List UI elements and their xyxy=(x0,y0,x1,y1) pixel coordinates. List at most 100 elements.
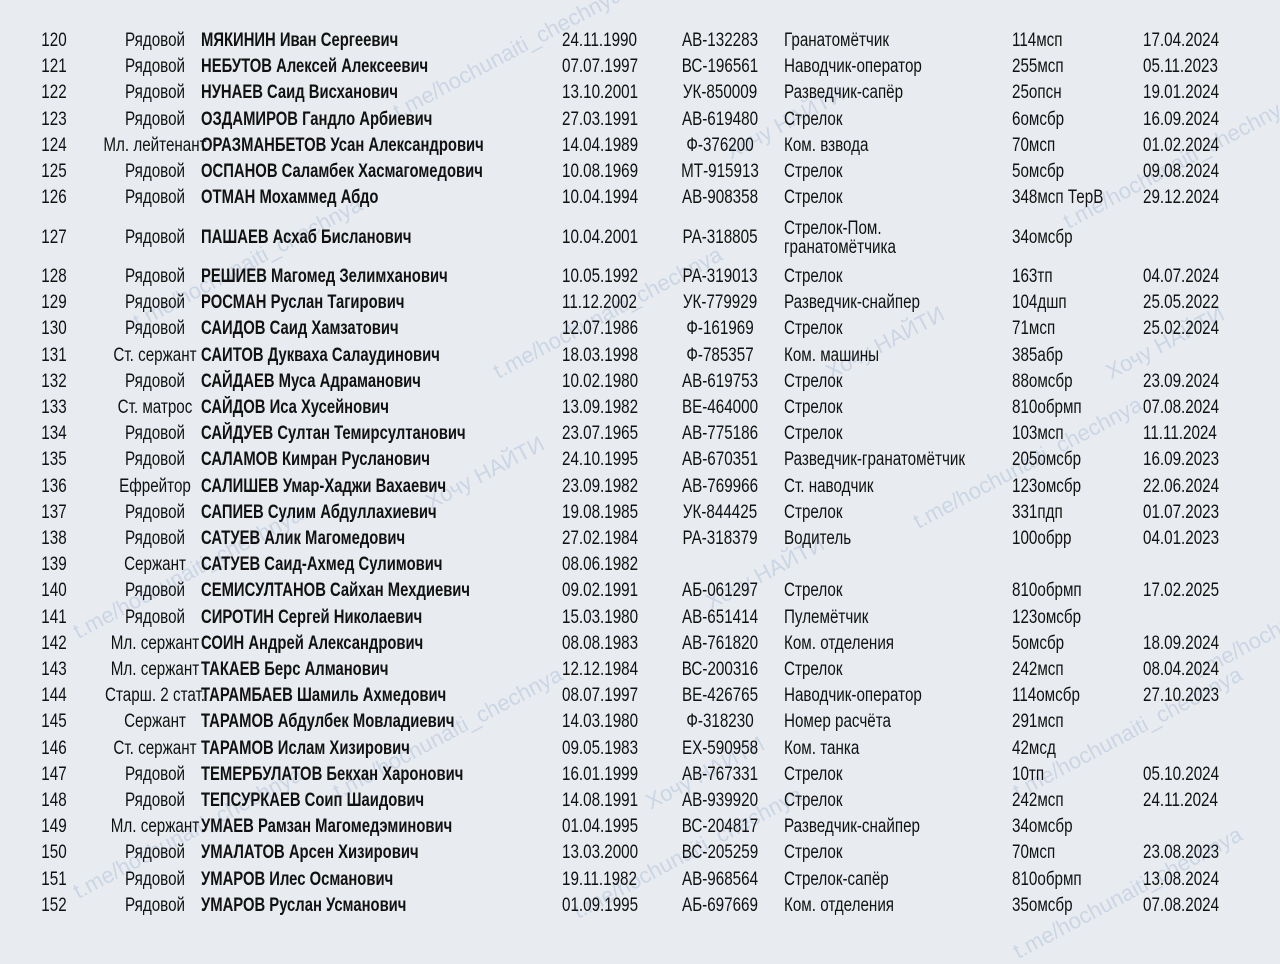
row-number: 138 xyxy=(41,528,67,549)
document-number-cell: ВС-200316 xyxy=(681,659,759,680)
birth-date-cell: 01.04.1995 xyxy=(562,816,639,838)
document-number-cell: АБ-061297 xyxy=(682,580,758,602)
row-number: 152 xyxy=(41,894,67,916)
document-number-cell: ВЕ-464000 xyxy=(681,397,759,418)
unit-cell: 810обрмп xyxy=(1012,580,1082,602)
position-cell: Стрелок xyxy=(784,370,843,392)
position-cell: Стрелок xyxy=(784,318,843,340)
position-cell: Водитель xyxy=(784,528,852,549)
document-number-cell: АВ-968564 xyxy=(681,868,759,890)
table-row: 128 Рядовой РЕШИЕВ Магомед Зелимханович 10.… xyxy=(0,264,1280,290)
unit-cell: 114омсбр xyxy=(1012,685,1080,707)
rank-cell: Рядовой xyxy=(124,580,186,602)
date-cell: 24.11.2024 xyxy=(1143,790,1218,811)
date-cell: 01.02.2024 xyxy=(1143,134,1220,156)
full-name-cell: САПИЕВ Сулим Абдуллахиевич xyxy=(201,501,437,523)
table-row: 131 Ст. сержант САИТОВ Дукваха Салаудинови… xyxy=(0,343,1280,369)
position-cell: Стрелок xyxy=(784,790,843,811)
table-row: 145 Сержант ТАРАМОВ Абдулбек Мовладиевич 14… xyxy=(0,709,1280,735)
document-number-cell: АВ-767331 xyxy=(681,763,759,785)
date-cell: 27.10.2023 xyxy=(1143,685,1220,707)
rank-cell: Рядовой xyxy=(124,56,186,78)
position-cell: Стрелок xyxy=(784,580,843,602)
unit-cell: 42мсд xyxy=(1012,737,1056,759)
table-row: 132 Рядовой САЙДАЕВ Муса Адраманович 10.02.… xyxy=(0,369,1280,395)
rank-cell: Рядовой xyxy=(124,227,186,248)
full-name-cell: САЙДОВ Иса Хусейнович xyxy=(201,397,390,418)
birth-date-cell: 10.02.1980 xyxy=(562,370,639,392)
full-name-cell: САТУЕВ Алик Магомедович xyxy=(201,528,406,549)
unit-cell: 70мсп xyxy=(1012,134,1056,156)
rank-cell: Рядовой xyxy=(124,187,186,209)
position-cell: Ком. танка xyxy=(784,737,860,759)
full-name-cell: УМАРОВ Руслан Усманович xyxy=(201,894,407,916)
date-cell: 17.04.2024 xyxy=(1143,30,1220,51)
document-number-cell: РА-318379 xyxy=(682,528,758,549)
table-row: 122 Рядовой НУНАЕВ Саид Висханович 13.10.20… xyxy=(0,80,1280,106)
unit-cell: 385абр xyxy=(1012,344,1063,366)
unit-cell: 810обрмп xyxy=(1012,868,1082,890)
position-cell: Ст. наводчик xyxy=(784,475,874,497)
full-name-cell: ОЗДАМИРОВ Гандло Арбиевич xyxy=(201,108,433,130)
full-name-cell: САЛАМОВ Кимран Русланович xyxy=(201,449,430,471)
position-cell: Стрелок-сапёр xyxy=(784,868,889,890)
birth-date-cell: 10.05.1992 xyxy=(562,266,639,287)
position-cell: Стрелок xyxy=(784,108,843,130)
unit-cell: 123омсбр xyxy=(1012,475,1082,497)
document-number-cell: АВ-761820 xyxy=(681,632,759,654)
unit-cell: 163тп xyxy=(1012,266,1053,287)
birth-date-cell: 08.08.1983 xyxy=(562,632,639,654)
position-cell: Стрелок xyxy=(784,659,843,680)
birth-date-cell: 18.03.1998 xyxy=(562,344,639,366)
date-cell: 09.08.2024 xyxy=(1143,161,1220,182)
full-name-cell: САИДОВ Саид Хамзатович xyxy=(201,318,399,340)
table-row: 129 Рядовой РОСМАН Руслан Тагирович 11.12.2… xyxy=(0,290,1280,316)
rank-cell: Мл. сержант xyxy=(110,659,200,680)
document-number-cell: АБ-697669 xyxy=(682,894,758,916)
unit-cell: 242мсп xyxy=(1012,659,1064,680)
position-cell: Стрелок xyxy=(784,397,843,418)
date-cell: 11.11.2024 xyxy=(1143,423,1217,445)
position-cell: Ком. отделения xyxy=(784,894,895,916)
row-number: 144 xyxy=(41,685,67,707)
table-row: 139 Сержант САТУЕВ Саид-Ахмед Сулимович 08.… xyxy=(0,552,1280,578)
unit-cell: 114мсп xyxy=(1012,30,1063,51)
rank-cell: Рядовой xyxy=(124,868,186,890)
birth-date-cell: 13.09.1982 xyxy=(562,397,639,418)
birth-date-cell: 19.11.1982 xyxy=(562,868,637,890)
document-number-cell: АВ-939920 xyxy=(681,790,759,811)
unit-cell: 123омсбр xyxy=(1012,606,1082,628)
unit-cell: 348мсп ТерВ xyxy=(1012,187,1104,209)
birth-date-cell: 15.03.1980 xyxy=(562,606,639,628)
birth-date-cell: 08.07.1997 xyxy=(562,685,639,707)
birth-date-cell: 27.03.1991 xyxy=(562,108,639,130)
full-name-cell: ТЕПСУРКАЕВ Соип Шаидович xyxy=(201,790,425,811)
document-number-cell: ЕХ-590958 xyxy=(681,737,759,759)
birth-date-cell: 13.10.2001 xyxy=(562,82,639,104)
unit-cell: 6омсбр xyxy=(1012,108,1065,130)
table-row: 124 Мл. лейтенант ОРАЗМАНБЕТОВ Усан Алекса… xyxy=(0,133,1280,159)
rank-cell: Рядовой xyxy=(124,108,186,130)
date-cell: 08.04.2024 xyxy=(1143,659,1220,680)
rank-cell: Рядовой xyxy=(124,318,186,340)
table-row: 152 Рядовой УМАРОВ Руслан Усманович 01.09.1… xyxy=(0,893,1280,919)
date-cell: 01.07.2023 xyxy=(1143,501,1220,523)
birth-date-cell: 27.02.1984 xyxy=(562,528,639,549)
row-number: 123 xyxy=(41,108,67,130)
birth-date-cell: 16.01.1999 xyxy=(562,763,639,785)
document-number-cell: ВС-204817 xyxy=(681,816,759,838)
row-number: 136 xyxy=(41,475,67,497)
row-number: 124 xyxy=(41,134,67,156)
full-name-cell: УМАРОВ Илес Османович xyxy=(201,868,394,890)
row-number: 147 xyxy=(41,763,67,785)
birth-date-cell: 11.12.2002 xyxy=(562,292,637,314)
row-number: 132 xyxy=(41,370,67,392)
rank-cell: Рядовой xyxy=(124,449,186,471)
full-name-cell: МЯКИНИН Иван Сергеевич xyxy=(201,30,399,51)
date-cell: 18.09.2024 xyxy=(1143,632,1220,654)
rank-cell: Рядовой xyxy=(124,842,186,864)
table-row: 140 Рядовой СЕМИСУЛТАНОВ Сайхан Мехдиевич 0… xyxy=(0,578,1280,604)
birth-date-cell: 14.04.1989 xyxy=(562,134,639,156)
position-cell: Стрелок xyxy=(784,423,843,445)
rank-cell: Рядовой xyxy=(124,501,186,523)
